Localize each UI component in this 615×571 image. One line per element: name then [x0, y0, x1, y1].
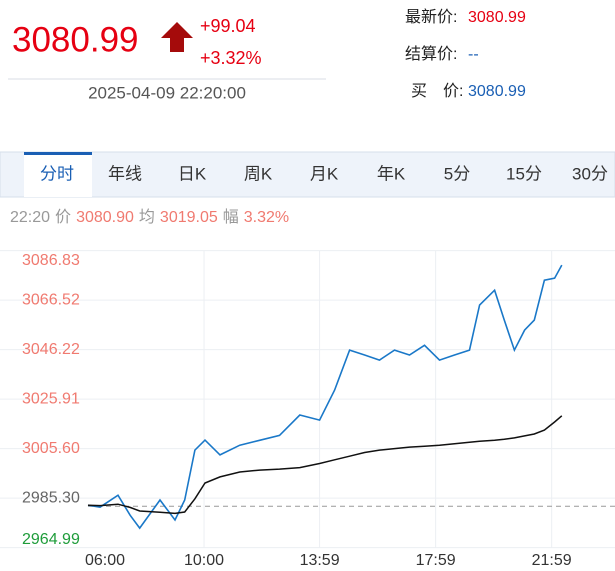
info-item: 3.32%: [244, 209, 289, 226]
info-item: 3019.05: [160, 209, 218, 226]
y-tick-label: 3025.91: [22, 390, 80, 407]
tab-indicator: [24, 152, 92, 155]
info-item: 均: [139, 208, 155, 226]
y-tick-label: 3005.60: [22, 440, 80, 457]
tab-bar: [0, 151, 615, 198]
y-tick-label: 3046.22: [22, 341, 80, 358]
x-tick-label: 13:59: [300, 552, 340, 569]
x-tick-label: 17:59: [416, 552, 456, 569]
y-tick-label: 3086.83: [22, 252, 80, 269]
price: 3080.99: [12, 20, 139, 59]
y-tick-label: 2964.99: [22, 531, 80, 548]
field-value: 3080.99: [468, 83, 526, 100]
change-pct: +3.32%: [200, 48, 262, 68]
tab[interactable]: 日K: [178, 164, 207, 183]
tab[interactable]: 年K: [377, 164, 406, 183]
y-tick-label: 2985.30: [22, 489, 80, 506]
field-label: 结算价:: [405, 44, 457, 63]
field-value: --: [468, 46, 479, 63]
info-item: 22:20: [10, 209, 50, 226]
x-tick-label: 06:00: [85, 552, 125, 569]
up-arrow: [161, 22, 193, 52]
x-tick-label: 10:00: [184, 552, 224, 569]
tab[interactable]: 15分: [506, 164, 542, 183]
series-line: [87, 415, 563, 515]
series-line: [87, 264, 563, 530]
info-item: 幅: [223, 208, 239, 226]
info-item: 价: [55, 209, 71, 226]
tab[interactable]: 月K: [310, 164, 339, 183]
x-tick-label: 21:59: [532, 552, 572, 569]
field-value: 3080.99: [468, 9, 526, 26]
tab[interactable]: 30分: [572, 164, 608, 183]
tab[interactable]: 5分: [444, 164, 470, 183]
field-label: 买 价:: [411, 82, 463, 100]
tab[interactable]: 年线: [108, 164, 142, 183]
info-item: 3080.90: [76, 209, 134, 226]
time: 2025-04-09 22:20:00: [88, 83, 246, 102]
change: +99.04: [200, 16, 256, 36]
tab[interactable]: 分时: [40, 164, 74, 183]
tab[interactable]: 周K: [244, 164, 273, 183]
field-label: 最新价:: [405, 8, 457, 26]
y-tick-label: 3066.52: [22, 291, 80, 308]
tab-active: [24, 153, 92, 197]
